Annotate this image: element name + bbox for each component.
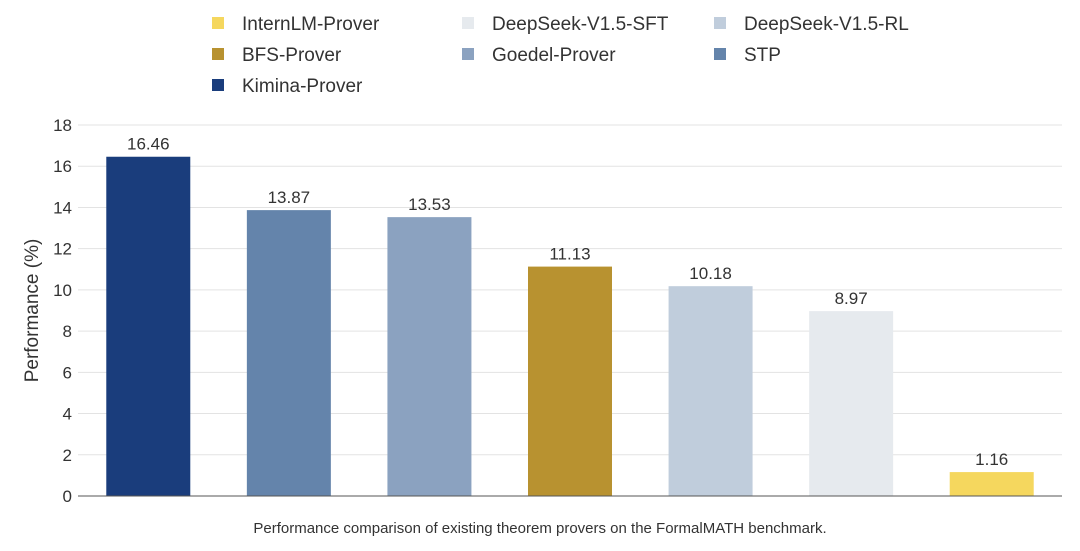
y-tick-label: 8 [63, 322, 72, 341]
bars [106, 156, 1034, 497]
bar-value-label: 13.53 [408, 195, 451, 214]
legend-entry: DeepSeek-V1.5-SFT [492, 14, 669, 35]
legend-swatch [462, 17, 474, 29]
legend: InternLM-Prover DeepSeek-V1.5-SFT DeepSeek… [212, 14, 909, 97]
legend-entry: Kimina-Prover [242, 76, 363, 97]
bar-value-label: 10.18 [689, 264, 732, 283]
bar-value-label: 11.13 [549, 245, 590, 264]
legend-entry: DeepSeek-V1.5-RL [744, 14, 909, 35]
bar-deepseek-v1-5-rl [668, 286, 753, 496]
y-tick-label: 0 [63, 487, 72, 506]
legend-swatch [212, 79, 224, 91]
legend-entry: BFS-Prover [242, 45, 342, 66]
bar-value-label: 16.46 [127, 135, 170, 154]
legend-swatch [462, 48, 474, 60]
bar-bfs-prover [528, 266, 612, 496]
y-tick-label: 18 [53, 116, 72, 135]
y-tick-label: 14 [53, 198, 72, 217]
legend-swatch [714, 48, 726, 60]
bar-kimina-prover [106, 156, 191, 497]
value-labels: 16.46 13.87 13.53 11.13 10.18 8.97 1.16 [127, 135, 1008, 469]
legend-entry: Goedel-Prover [492, 45, 616, 66]
bar-deepseek-v1-5-sft [809, 311, 894, 496]
y-tick-label: 12 [53, 240, 72, 259]
bar-value-label: 1.16 [975, 450, 1008, 469]
bar-value-label: 13.87 [268, 188, 311, 207]
y-tick-label: 6 [63, 363, 72, 382]
bar-stp [246, 210, 331, 496]
y-tick-label: 4 [63, 405, 72, 424]
figure-caption: Performance comparison of existing theor… [253, 520, 827, 537]
y-axis-ticks: 0 2 4 6 8 10 12 14 16 18 [53, 116, 72, 506]
bar-goedel-prover [387, 217, 472, 497]
legend-entry: InternLM-Prover [242, 14, 380, 35]
y-tick-label: 16 [53, 157, 72, 176]
legend-swatch [714, 17, 726, 29]
y-tick-label: 2 [63, 446, 72, 465]
bar-value-label: 8.97 [835, 289, 868, 308]
y-axis-title: Performance (%) [22, 239, 43, 383]
bar-chart: InternLM-Prover DeepSeek-V1.5-SFT DeepSeek… [22, 14, 1062, 506]
legend-swatch [212, 48, 224, 60]
y-tick-label: 10 [53, 281, 72, 300]
legend-swatch [212, 17, 224, 29]
legend-entry: STP [744, 45, 781, 66]
bar-internlm-prover [949, 472, 1034, 496]
